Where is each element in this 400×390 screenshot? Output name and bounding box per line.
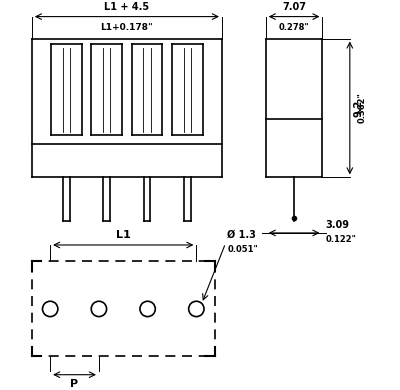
Text: P: P [70,379,79,390]
Text: L1: L1 [116,230,131,240]
Text: L1+0.178": L1+0.178" [100,23,153,32]
Text: 0.051": 0.051" [228,245,258,254]
Text: Ø 1.3: Ø 1.3 [228,230,256,240]
Text: 0.362": 0.362" [358,92,367,123]
Text: 0.278": 0.278" [279,23,310,32]
Text: L1 + 4.5: L1 + 4.5 [104,2,150,12]
Text: 9.2: 9.2 [354,99,364,117]
Text: 0.122": 0.122" [325,235,356,244]
Text: 3.09: 3.09 [325,220,349,230]
Text: 7.07: 7.07 [282,2,306,12]
